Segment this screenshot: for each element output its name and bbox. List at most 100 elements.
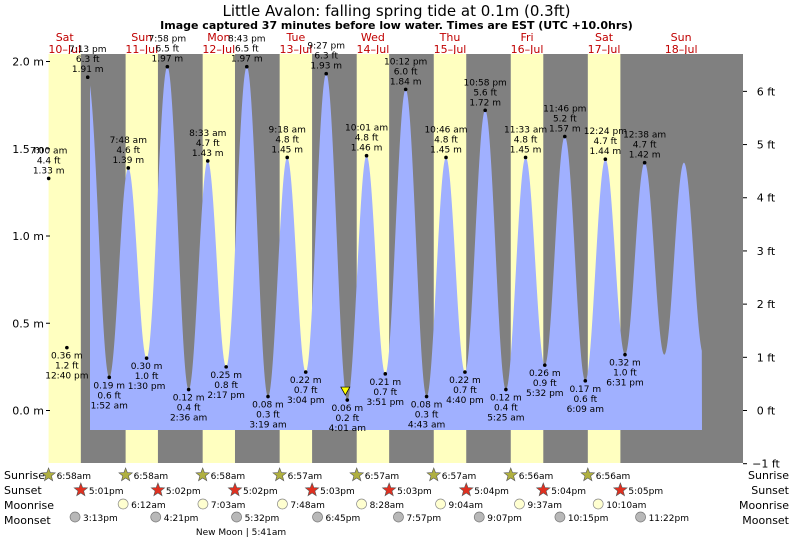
high-tide-label: 12:38 am <box>623 131 666 141</box>
left-tick-label: 1.5 m <box>12 143 44 156</box>
day-header-name: Sun <box>131 31 152 44</box>
high-tide-label: 1.45 m <box>510 145 542 155</box>
high-tide-point <box>285 155 290 160</box>
astro-table: Sunrise Sunset Moonrise Moonset Sunrise … <box>4 467 790 537</box>
sunrise-time: 6:56am <box>596 472 631 482</box>
low-tide-label: 0.32 m <box>609 359 641 369</box>
high-tide-label: 8:43 pm <box>228 35 266 45</box>
sunrise-time: 6:57am <box>288 472 323 482</box>
high-tide-label: 1.45 m <box>430 145 462 155</box>
axes: 2.0 m 1.5 m 1.0 m 0.5 m 0.0 m 6 ft 5 ft 4 ft 3 f… <box>12 56 780 471</box>
sunset-label-right: Sunset <box>751 484 789 497</box>
high-tide-point <box>403 87 408 92</box>
left-tick-label: 1.0 m <box>12 230 44 243</box>
left-tick-label: 0.5 m <box>12 317 44 330</box>
high-tide-label: 1.57 m <box>549 125 581 135</box>
high-tide-point <box>324 71 329 76</box>
low-tide-label: 0.3 ft <box>415 411 439 421</box>
low-tide-label: 5:25 am <box>487 414 524 424</box>
moonset-icon <box>554 511 566 523</box>
high-tide-point <box>563 134 567 139</box>
moonset-label-right: Moonset <box>742 514 789 527</box>
high-tide-label: 5.6 ft <box>473 88 497 98</box>
high-tide-label: 4.8 ft <box>434 135 458 145</box>
sunrise-icon <box>118 467 134 482</box>
sunset-icon <box>304 482 320 497</box>
low-tide-label: 0.4 ft <box>177 404 201 414</box>
low-tide-label: 4:40 pm <box>446 396 484 406</box>
low-tide-point <box>345 398 350 402</box>
day-header-date: 11–Jul <box>125 43 158 56</box>
high-tide-label: 10:01 am <box>345 124 388 134</box>
moonrise-time: 7:48am <box>290 501 325 511</box>
moonset-icon <box>312 511 323 523</box>
new-moon-label: New Moon | 5:41am <box>196 528 286 537</box>
low-tide-label: 0.25 m <box>210 371 242 381</box>
sunrise-time: 6:57am <box>442 472 477 482</box>
high-tide-label: 4.7 ft <box>633 141 657 151</box>
daylight-band <box>48 54 81 463</box>
high-tide-point <box>483 108 487 113</box>
low-tide-label: 1:30 pm <box>128 382 166 392</box>
moonrise-icon <box>435 498 446 510</box>
sunset-time: 5:01pm <box>89 487 124 497</box>
low-tide-label: 0.4 ft <box>494 404 518 414</box>
moonrise-label-right: Moonrise <box>739 499 789 512</box>
low-tide-label: 12:40 pm <box>45 372 88 382</box>
right-tick-label: 1 ft <box>757 351 776 364</box>
low-tide-label: 0.8 ft <box>214 381 238 391</box>
high-tide-label: 9:18 am <box>269 125 306 135</box>
sunset-time: 5:04pm <box>474 487 509 497</box>
high-tide-label: 4.7 ft <box>594 137 618 147</box>
high-tide-label: 6.3 ft <box>76 55 100 65</box>
low-tide-label: 2:17 pm <box>207 391 245 401</box>
sunset-icon <box>73 482 89 497</box>
sunrise-label-right: Sunrise <box>748 469 789 482</box>
high-tide-label: 11:46 pm <box>543 105 586 115</box>
high-tide-label: 9:27 pm <box>307 42 345 52</box>
low-tide-label: 5:32 pm <box>526 389 564 399</box>
sunrise-time: 6:58am <box>57 472 91 482</box>
high-tide-label: 6.3 ft <box>314 52 338 62</box>
low-tide-label: 0.22 m <box>449 376 481 386</box>
high-tide-label: 1.46 m <box>351 144 383 154</box>
low-tide-label: 3:51 pm <box>367 398 405 408</box>
high-tide-label: 5.2 ft <box>553 115 577 125</box>
low-tide-label: 0.06 m <box>331 404 363 414</box>
high-tide-point <box>126 166 131 170</box>
moonset-time: 10:15pm <box>568 514 608 524</box>
right-tick-label: 6 ft <box>757 85 776 98</box>
sunset-time: 5:05pm <box>628 487 663 497</box>
sunset-icon <box>227 482 243 497</box>
low-tide-point <box>144 356 149 360</box>
moonrise-icon <box>356 498 367 510</box>
low-tide-label: 0.2 ft <box>335 414 359 424</box>
moonrise-icon <box>197 498 209 510</box>
sunrise-icon <box>272 467 288 482</box>
high-tide-label: 1.97 m <box>231 55 263 65</box>
high-tide-label: 6.0 ft <box>394 67 418 77</box>
low-tide-point <box>107 375 112 380</box>
low-tide-label: 6:31 pm <box>606 379 644 389</box>
right-tick-label: 2 ft <box>757 298 776 311</box>
moonset-icon <box>150 511 162 523</box>
sunset-icon <box>535 482 551 497</box>
moonset-icon <box>473 511 485 523</box>
day-header-name: Fri <box>520 31 533 44</box>
low-tide-point <box>542 363 547 367</box>
high-tide-point <box>205 159 210 163</box>
high-tide-label: 8:33 am <box>189 129 226 139</box>
day-header-name: Sun <box>671 31 692 44</box>
high-tide-label: 4.6 ft <box>116 146 140 156</box>
day-header-name: Sat <box>56 31 75 44</box>
high-tide-point <box>523 155 528 160</box>
low-tide-label: 2:36 am <box>170 414 207 424</box>
day-header-date: 14–Jul <box>357 43 390 56</box>
high-tide-label: 4.8 ft <box>514 135 538 145</box>
high-tide-label: 4.4 ft <box>37 156 61 166</box>
left-tick-label: 0.0 m <box>12 405 44 418</box>
moonrise-label-left: Moonrise <box>4 499 54 512</box>
day-header-name: Sat <box>595 31 614 44</box>
low-tide-point <box>186 387 191 392</box>
